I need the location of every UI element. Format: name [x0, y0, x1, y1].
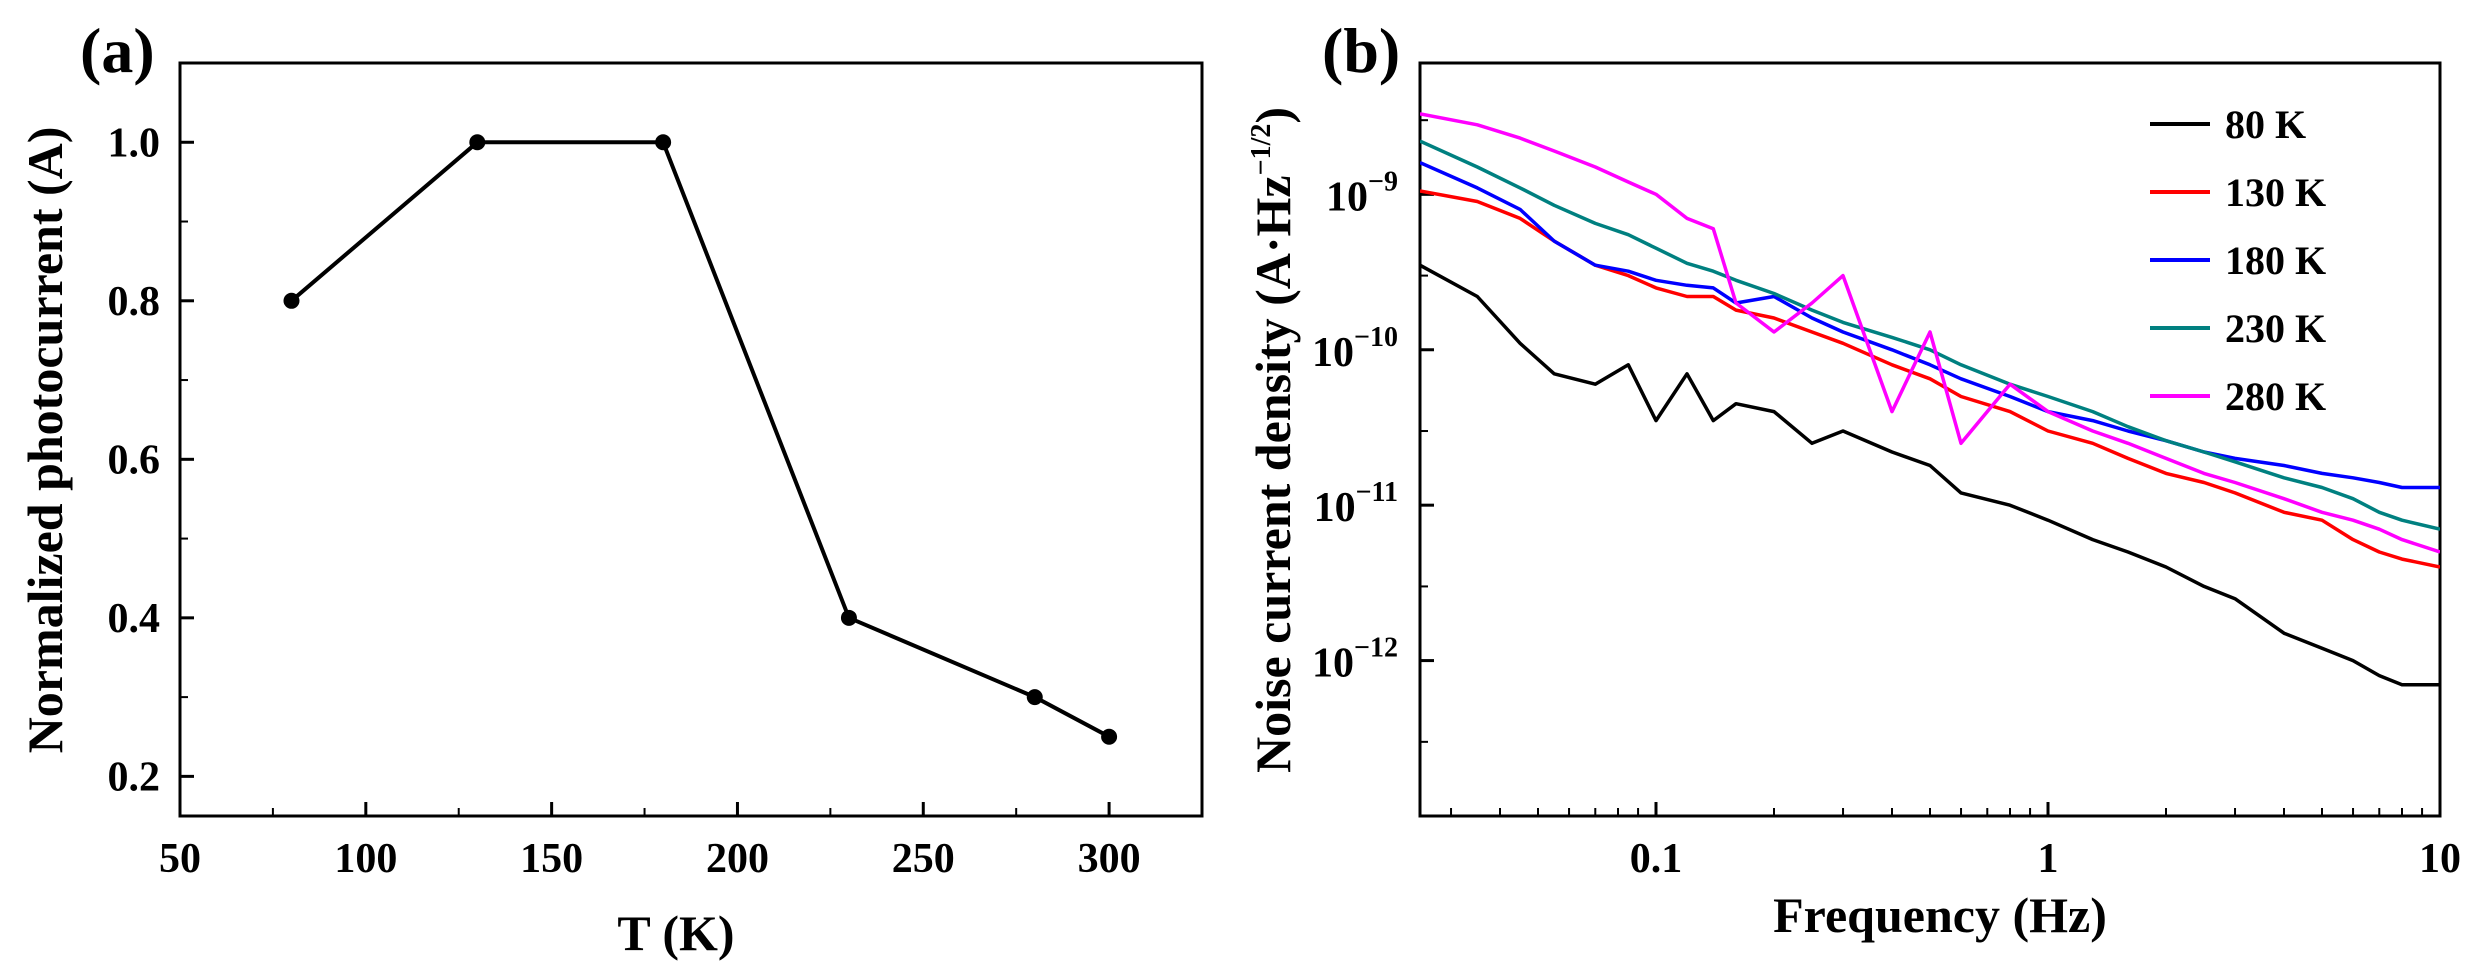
legend-label: 230 K [2225, 306, 2326, 351]
panel-b-y-tick-exponent: −10 [1354, 322, 1398, 353]
panel-b-y-axis-title: Noise current density (A·Hz−1/2) [1245, 107, 1301, 773]
panel-b-series-line-230-k [1420, 139, 2440, 531]
panel-b-y-tick-exponent: −12 [1354, 633, 1398, 664]
panel-b-y-tick-base: 10 [1312, 641, 1354, 687]
panel-a-y-tick-label: 0.8 [108, 279, 161, 325]
panel-b-y-tick-label: 10−12 [1312, 633, 1398, 687]
panel-b-y-tick-exponent: −11 [1356, 477, 1398, 508]
panel-b-y-axis-title-exponent: −1/2 [1246, 124, 1277, 176]
panel-b-legend: 80 K 130 K 180 K 230 K 280 K [2150, 102, 2326, 419]
panel-b-y-tick-base: 10 [1312, 330, 1354, 376]
panel-a-data-point [840, 609, 857, 626]
panel-a-data-point [1101, 728, 1118, 745]
panel-a-data-point [1026, 689, 1043, 706]
panel-a-series [283, 134, 1118, 745]
panel-b-series-line-80-k [1420, 263, 2440, 687]
panel-b-series-line-180-k [1420, 160, 2440, 490]
panel-a-series-line [290, 140, 1111, 739]
panel-b-y-tick-label: 10−9 [1326, 166, 1398, 220]
panel-a-x-axis-title: T (K) [617, 905, 734, 961]
panel-a-y-tick-label: 1.0 [108, 120, 161, 166]
panel-b-x-tick-label: 1 [2038, 836, 2059, 882]
panel-b-y-axis-title-close: ) [1245, 107, 1301, 124]
panel-a-x-tick-label: 300 [1078, 836, 1141, 882]
legend-label: 180 K [2225, 238, 2326, 283]
panel-a-ticks: 50 100 150 200 250 300 0.2 0.4 0.6 0.8 1.0 [108, 62, 1203, 882]
panel-a-y-axis-title: Normalized photocurrent (A) [17, 127, 73, 754]
panel-a-data-point [469, 134, 486, 151]
panel-b-y-tick-label: 10−11 [1314, 477, 1398, 531]
legend-label: 280 K [2225, 374, 2326, 419]
panel-a-data-point [283, 292, 300, 309]
panel-b-y-tick-label: 10−10 [1312, 322, 1398, 376]
panel-a-y-tick-label: 0.4 [108, 596, 161, 642]
panel-a-x-tick-label: 250 [892, 836, 955, 882]
panel-a-y-tick-label: 0.6 [108, 437, 161, 483]
panel-b-series-line-130-k [1420, 189, 2440, 569]
panel-b-y-tick-base: 10 [1314, 485, 1356, 531]
panel-b-label: (b) [1322, 15, 1400, 86]
panel-a-plot-frame [178, 61, 1204, 818]
panel-b-x-axis-title: Frequency (Hz) [1773, 887, 2107, 943]
panel-a-x-tick-label: 50 [159, 836, 201, 882]
legend-label: 80 K [2225, 102, 2306, 147]
panel-a-y-tick-label: 0.2 [108, 754, 161, 800]
panel-a-x-tick-label: 150 [520, 836, 583, 882]
panel-b-series [1420, 112, 2440, 687]
panel-b-x-tick-label: 0.1 [1630, 836, 1683, 882]
panel-b-series-line-280-k [1420, 112, 2440, 554]
legend-label: 130 K [2225, 170, 2326, 215]
panel-a-data-point [655, 134, 672, 151]
panel-b-y-tick-exponent: −9 [1368, 166, 1398, 197]
panel-a-x-tick-label: 200 [706, 836, 769, 882]
panel-a-label: (a) [80, 15, 155, 86]
panel-b-y-tick-base: 10 [1326, 174, 1368, 220]
panel-b-x-tick-label: 10 [2419, 836, 2461, 882]
panel-a: (a) 50 100 150 200 250 300 0.2 0.4 0.6 0.8 1.0 T (… [17, 15, 1204, 961]
panel-a-x-tick-label: 100 [334, 836, 397, 882]
panel-b-y-axis-title-main: Noise current density (A·Hz [1245, 175, 1301, 773]
